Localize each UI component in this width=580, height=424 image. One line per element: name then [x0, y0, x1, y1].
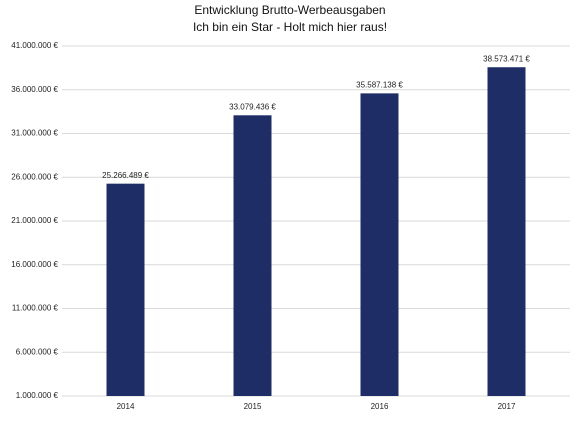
chart-title: Entwicklung Brutto-Werbeausgaben [194, 3, 385, 17]
y-tick-label: 6.000.000 € [16, 347, 59, 356]
bar [487, 67, 526, 397]
y-tick-label: 11.000.000 € [12, 304, 59, 313]
data-label: 38.573.471 € [483, 54, 530, 63]
bar [360, 93, 399, 396]
y-tick-label: 1.000.000 € [16, 391, 59, 400]
x-tick-label: 2015 [244, 402, 262, 411]
x-tick-label: 2017 [498, 402, 516, 411]
y-tick-label: 41.000.000 € [11, 41, 58, 50]
y-tick-label: 26.000.000 € [11, 172, 58, 181]
y-tick-label: 16.000.000 € [11, 260, 58, 269]
x-tick-label: 2014 [117, 402, 135, 411]
bar [106, 183, 145, 396]
data-label: 35.587.138 € [356, 80, 403, 89]
data-label: 25.266.489 € [102, 171, 149, 180]
bar [233, 115, 272, 396]
x-tick-label: 2016 [371, 402, 389, 411]
y-tick-label: 36.000.000 € [11, 85, 58, 94]
y-tick-label: 31.000.000 € [11, 129, 58, 138]
y-tick-label: 21.000.000 € [11, 216, 58, 225]
chart-subtitle: Ich bin ein Star - Holt mich hier raus! [193, 20, 387, 34]
data-label: 33.079.436 € [229, 102, 276, 111]
